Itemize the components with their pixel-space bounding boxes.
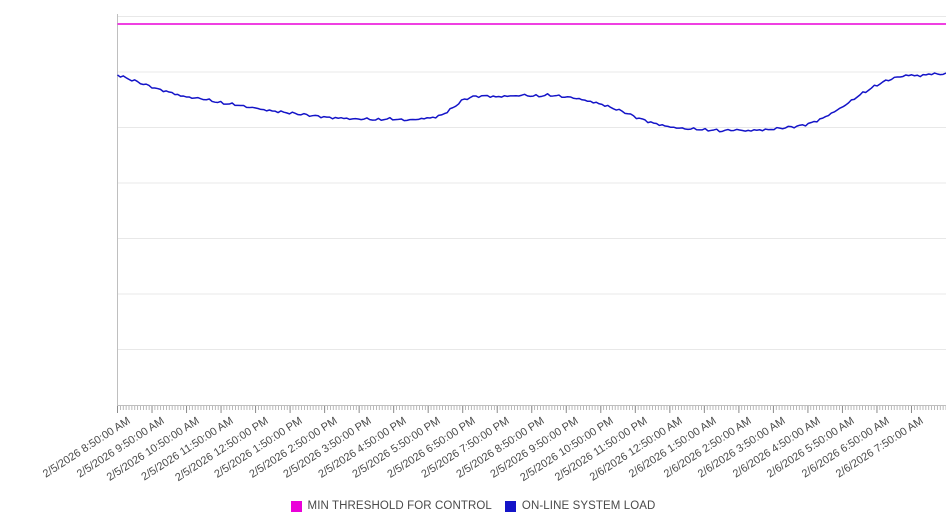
chart-legend: MIN THRESHOLD FOR CONTROL ON-LINE SYSTEM… bbox=[0, 496, 946, 516]
legend-swatch-blue-icon bbox=[504, 500, 516, 512]
x-axis-major-ticks bbox=[117, 406, 912, 413]
legend-item-min-threshold-for-control[interactable]: MIN THRESHOLD FOR CONTROL bbox=[290, 500, 492, 512]
gridlines-group bbox=[117, 16, 946, 350]
legend-item-on-line-system-load[interactable]: ON-LINE SYSTEM LOAD bbox=[504, 500, 656, 512]
legend-swatch-magenta-icon bbox=[290, 500, 302, 512]
series-line-on-line-system-load bbox=[117, 72, 946, 133]
legend-label-on-line-system-load: ON-LINE SYSTEM LOAD bbox=[521, 500, 656, 512]
legend-label-min-threshold-for-control: MIN THRESHOLD FOR CONTROL bbox=[307, 500, 492, 512]
